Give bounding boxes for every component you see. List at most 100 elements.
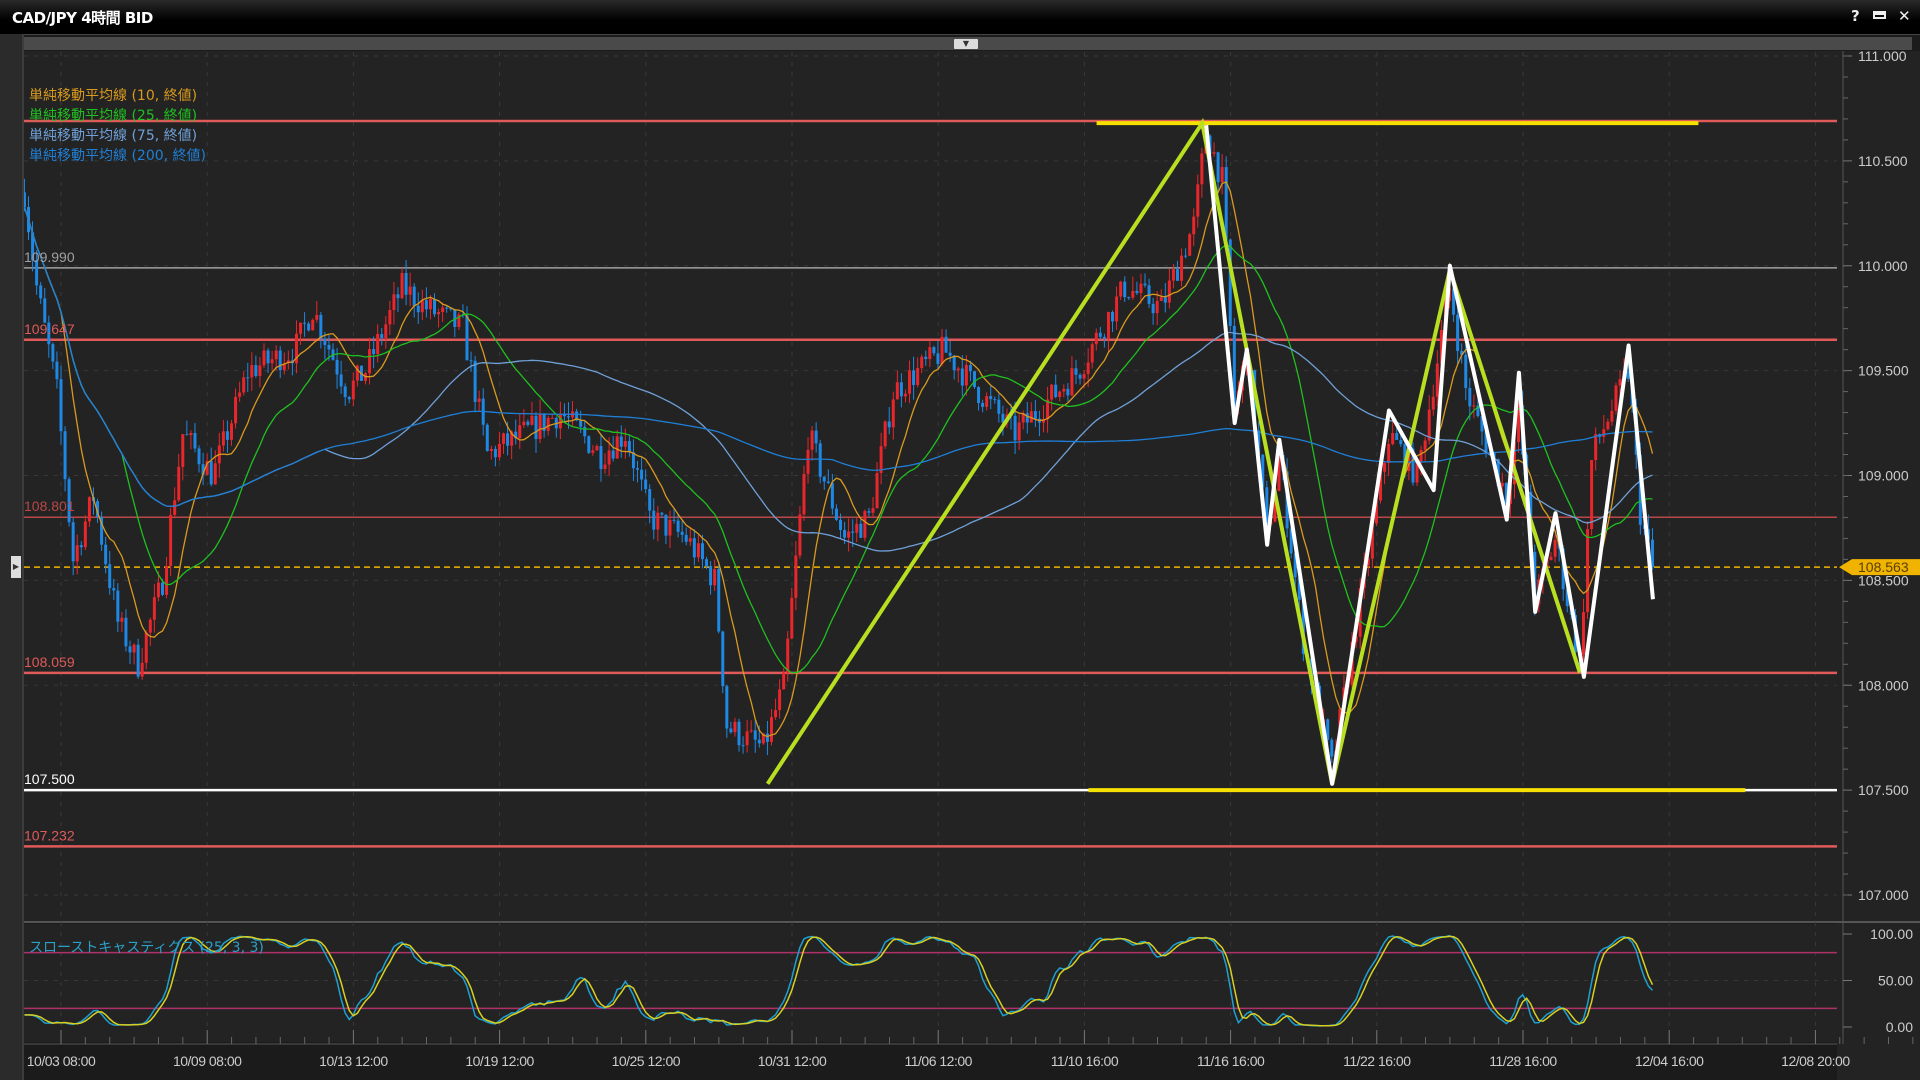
candle xyxy=(932,345,936,356)
time-tick-label: 10/03 08:00 xyxy=(27,1053,96,1069)
candle-body xyxy=(1265,487,1269,525)
candle-body xyxy=(1517,405,1521,443)
candle xyxy=(627,434,631,457)
candle xyxy=(343,383,347,406)
candle xyxy=(1074,359,1078,385)
current-price-tag xyxy=(1839,559,1920,576)
candle-body xyxy=(717,569,721,632)
chevron-down-icon[interactable]: ▼ xyxy=(954,39,978,49)
candle-body xyxy=(1610,410,1614,422)
candle-body xyxy=(1277,455,1281,491)
candle xyxy=(518,413,522,449)
candle-body xyxy=(964,364,968,386)
candle-body xyxy=(1184,255,1188,257)
stochastic-tick-label: 100.00 xyxy=(1870,926,1913,942)
candle xyxy=(347,395,351,404)
candle-body xyxy=(1167,280,1171,303)
candle-body xyxy=(311,319,315,331)
candle xyxy=(270,350,274,371)
candle xyxy=(165,556,169,599)
candle xyxy=(656,505,660,542)
legend-sma-75[interactable]: 単純移動平均線 (75, 終値) xyxy=(29,128,198,144)
candle-body xyxy=(1013,415,1017,441)
candle-body xyxy=(782,672,786,690)
candle xyxy=(668,510,672,549)
candle xyxy=(177,453,181,503)
candle-body xyxy=(733,721,737,733)
candle xyxy=(234,388,238,429)
candle xyxy=(822,476,826,490)
candle-body xyxy=(1066,388,1070,396)
candle xyxy=(31,221,35,272)
candle-body xyxy=(169,514,173,566)
help-button[interactable]: ? xyxy=(1851,7,1860,25)
candle-body xyxy=(1216,152,1220,183)
candle-body xyxy=(1651,539,1655,568)
candle xyxy=(692,529,696,566)
legend-sma-200[interactable]: 単純移動平均線 (200, 終値) xyxy=(29,148,206,164)
candle xyxy=(765,720,769,756)
legend-stochastic[interactable]: スローストキャスティクス (25, 3, 3) xyxy=(29,940,264,956)
candle xyxy=(315,301,319,323)
candle xyxy=(944,329,948,353)
candle-body xyxy=(156,582,160,598)
candle-body xyxy=(201,464,205,475)
candle xyxy=(964,355,968,396)
candle-body xyxy=(59,379,63,432)
candle xyxy=(230,419,234,446)
candle-body xyxy=(1180,255,1184,281)
candle-body xyxy=(981,402,985,407)
candle xyxy=(465,306,469,361)
candle-body xyxy=(347,397,351,400)
candle-body xyxy=(972,371,976,388)
candle-body xyxy=(806,449,810,474)
maximize-icon[interactable] xyxy=(1873,11,1886,19)
candle xyxy=(408,272,412,307)
candle-body xyxy=(351,380,355,400)
candle-body xyxy=(1102,336,1106,339)
legend-sma-10[interactable]: 単純移動平均線 (10, 終値) xyxy=(29,88,198,104)
candle xyxy=(1098,326,1102,340)
legend-sma-25[interactable]: 単純移動平均線 (25, 終値) xyxy=(29,108,198,124)
expand-arrow-icon[interactable]: ▶ xyxy=(11,556,21,578)
candle xyxy=(250,352,254,391)
candle xyxy=(1192,208,1196,247)
candle-body xyxy=(428,298,432,310)
candle xyxy=(912,356,916,400)
candle xyxy=(1127,296,1131,300)
candle-body xyxy=(1618,379,1622,386)
candle-body xyxy=(1200,153,1204,185)
candle-body xyxy=(968,364,972,372)
candle xyxy=(173,487,177,519)
candle-body xyxy=(1468,388,1472,407)
candle xyxy=(769,709,773,746)
candle-body xyxy=(1163,297,1167,303)
candle-body xyxy=(372,349,376,355)
candle xyxy=(1606,418,1610,431)
candle-body xyxy=(116,590,120,622)
candle-body xyxy=(250,365,254,378)
candle xyxy=(745,719,749,753)
candle-body xyxy=(368,349,372,374)
candle-body xyxy=(136,644,140,677)
candle xyxy=(441,302,445,323)
candle-body xyxy=(388,310,392,325)
candle xyxy=(384,316,388,349)
candle-body xyxy=(867,511,871,513)
candle xyxy=(1131,276,1135,300)
candle xyxy=(136,638,140,679)
candle xyxy=(209,447,213,487)
candle-body xyxy=(1484,431,1488,454)
candle-body xyxy=(83,521,87,548)
candle xyxy=(1581,598,1585,661)
candle-body xyxy=(631,452,635,469)
candle-body xyxy=(587,436,591,453)
level-label: 107.232 xyxy=(24,827,75,843)
candle-body xyxy=(802,473,806,515)
candle xyxy=(152,584,156,633)
candle-body xyxy=(230,423,234,440)
candle-body xyxy=(920,356,924,369)
candle-body xyxy=(420,300,424,313)
candle xyxy=(412,283,416,318)
close-button[interactable]: ✕ xyxy=(1898,7,1911,25)
